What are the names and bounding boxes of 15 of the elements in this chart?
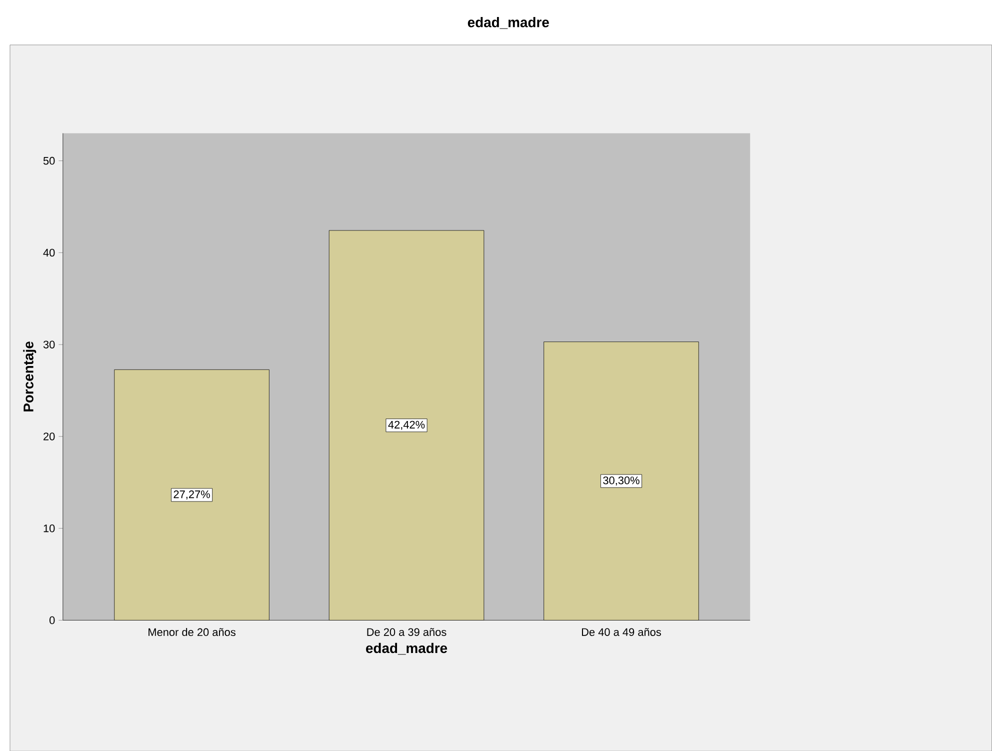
y-tick-label: 20 (44, 432, 55, 440)
x-tick-label: De 40 a 49 años (582, 628, 661, 636)
x-tick-label: Menor de 20 años (148, 628, 236, 636)
data-label: 30,30% (603, 476, 640, 486)
y-axis-title: Porcentaje (23, 341, 36, 412)
data-label: 27,27% (174, 490, 210, 500)
y-tick-label: 10 (44, 524, 55, 532)
chart-title: edad_madre (468, 16, 549, 29)
y-tick-label: 50 (43, 156, 55, 165)
y-tick-label: 30 (43, 340, 55, 348)
y-tick-label: 40 (43, 248, 55, 256)
data-label: 42,42% (388, 420, 425, 430)
y-tick-label: 0 (50, 616, 55, 624)
x-tick-label: De 20 a 39 años (367, 628, 446, 636)
x-axis-title: edad_madre (366, 642, 448, 655)
